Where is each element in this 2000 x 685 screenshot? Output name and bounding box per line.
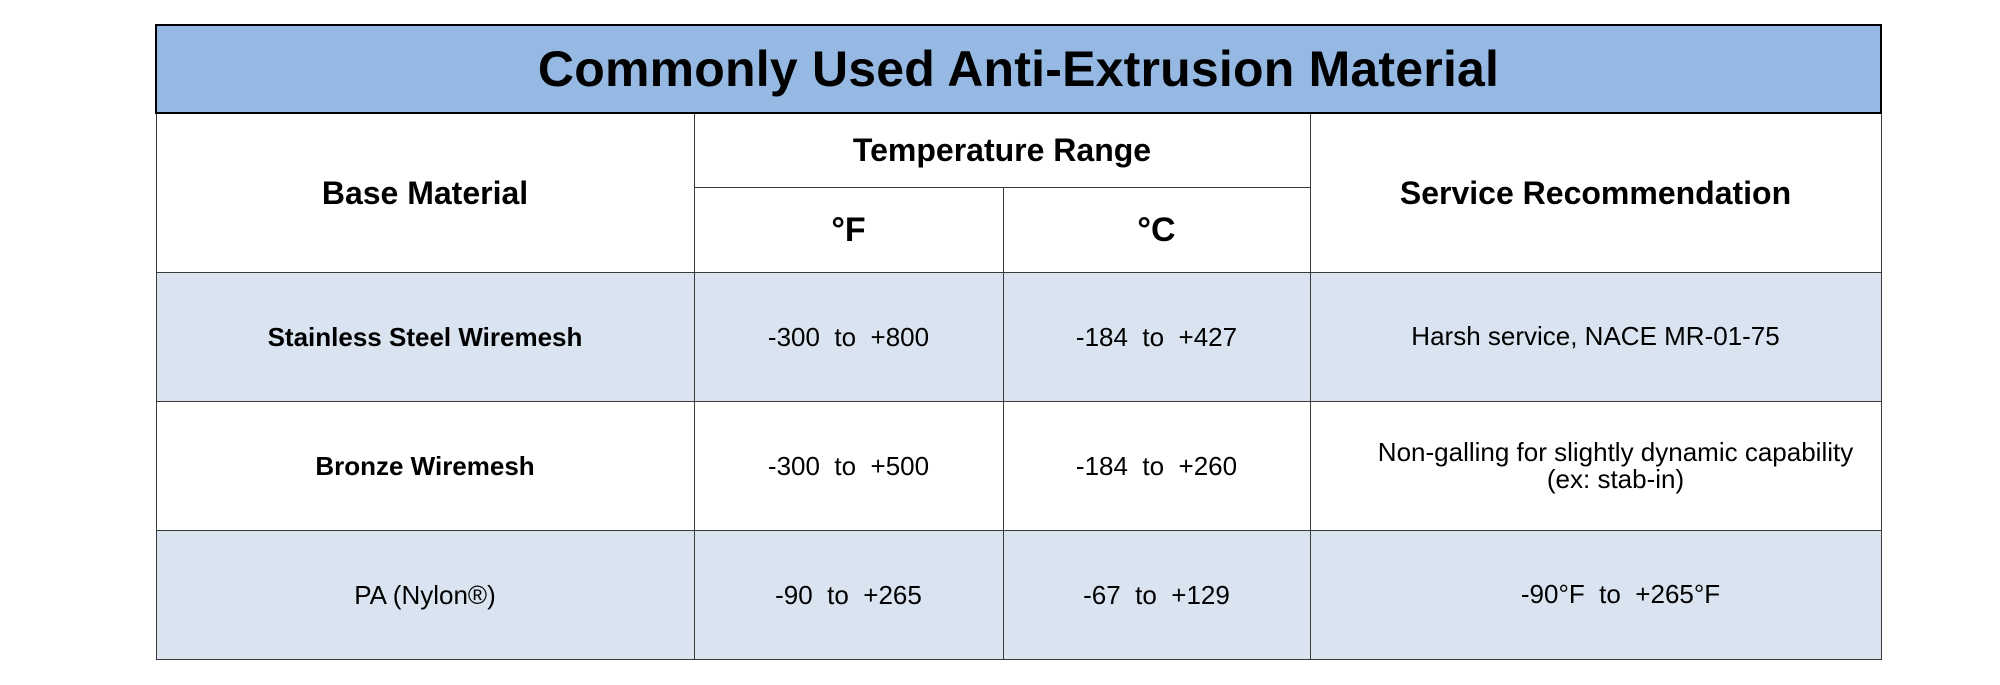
material-cell: Stainless Steel Wiremesh: [155, 272, 695, 402]
header-temperature-range: Temperature Range: [693, 112, 1311, 188]
service-cell: Harsh service, NACE MR-01-75: [1309, 272, 1882, 402]
temp-c-cell: -184 to +260: [1002, 401, 1311, 531]
temp-c-cell: -67 to +129: [1002, 530, 1311, 660]
service-cell: Non-galling for slightly dynamic capabil…: [1309, 401, 1882, 531]
anti-extrusion-material-table: Commonly Used Anti-Extrusion Material Ba…: [154, 24, 1883, 660]
service-line-1: Non-galling for slightly dynamic capabil…: [1377, 436, 1854, 467]
header-fahrenheit: °F: [693, 187, 1004, 273]
table-row: Bronze Wiremesh -300 to +500 -184 to +26…: [155, 401, 1882, 531]
title-row: Commonly Used Anti-Extrusion Material: [154, 24, 1883, 114]
table-title: Commonly Used Anti-Extrusion Material: [154, 24, 1883, 114]
temp-c-cell: -184 to +427: [1002, 272, 1311, 402]
temp-f-cell: -300 to +500: [693, 401, 1004, 531]
table-row: Stainless Steel Wiremesh -300 to +800 -1…: [155, 272, 1882, 402]
service-line-2: (ex: stab-in): [1546, 464, 1685, 494]
material-cell: PA (Nylon®): [155, 530, 695, 660]
material-cell: Bronze Wiremesh: [155, 401, 695, 531]
header-row-units: °F °C: [156, 187, 1881, 273]
header-service-recommendation: Service Recommendation: [1309, 112, 1882, 273]
temp-f-cell: -300 to +800: [693, 272, 1004, 402]
service-cell: -90°F to +265°F: [1309, 530, 1882, 660]
temp-f-cell: -90 to +265: [693, 530, 1004, 660]
header-row-top: Base Material Temperature Range Service …: [155, 112, 1882, 273]
table-row: PA (Nylon®) -90 to +265 -67 to +129 -90°…: [155, 530, 1882, 660]
header-base-material: Base Material: [155, 112, 695, 273]
header-celsius: °C: [1002, 187, 1311, 273]
